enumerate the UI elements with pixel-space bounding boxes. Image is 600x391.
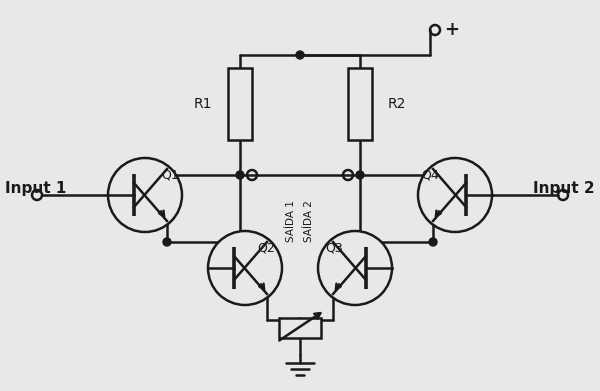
Text: R2: R2 <box>388 97 406 111</box>
Circle shape <box>318 231 392 305</box>
Circle shape <box>418 158 492 232</box>
Text: Q3: Q3 <box>325 242 343 255</box>
Bar <box>348 68 372 140</box>
Text: Input 2: Input 2 <box>533 181 595 197</box>
Circle shape <box>236 171 244 179</box>
Circle shape <box>356 171 364 179</box>
Circle shape <box>429 238 437 246</box>
Text: Q1: Q1 <box>161 169 179 181</box>
Text: R1: R1 <box>193 97 212 111</box>
Text: SAÍDA 2: SAÍDA 2 <box>304 200 314 242</box>
Circle shape <box>208 231 282 305</box>
Text: SAÍDA 1: SAÍDA 1 <box>286 200 296 242</box>
Text: +: + <box>444 21 459 39</box>
Text: Input 1: Input 1 <box>5 181 67 197</box>
Text: Q2: Q2 <box>257 242 275 255</box>
Circle shape <box>296 51 304 59</box>
Bar <box>279 318 321 338</box>
Bar <box>228 68 252 140</box>
Circle shape <box>108 158 182 232</box>
Text: Q4: Q4 <box>421 169 439 181</box>
Circle shape <box>163 238 171 246</box>
